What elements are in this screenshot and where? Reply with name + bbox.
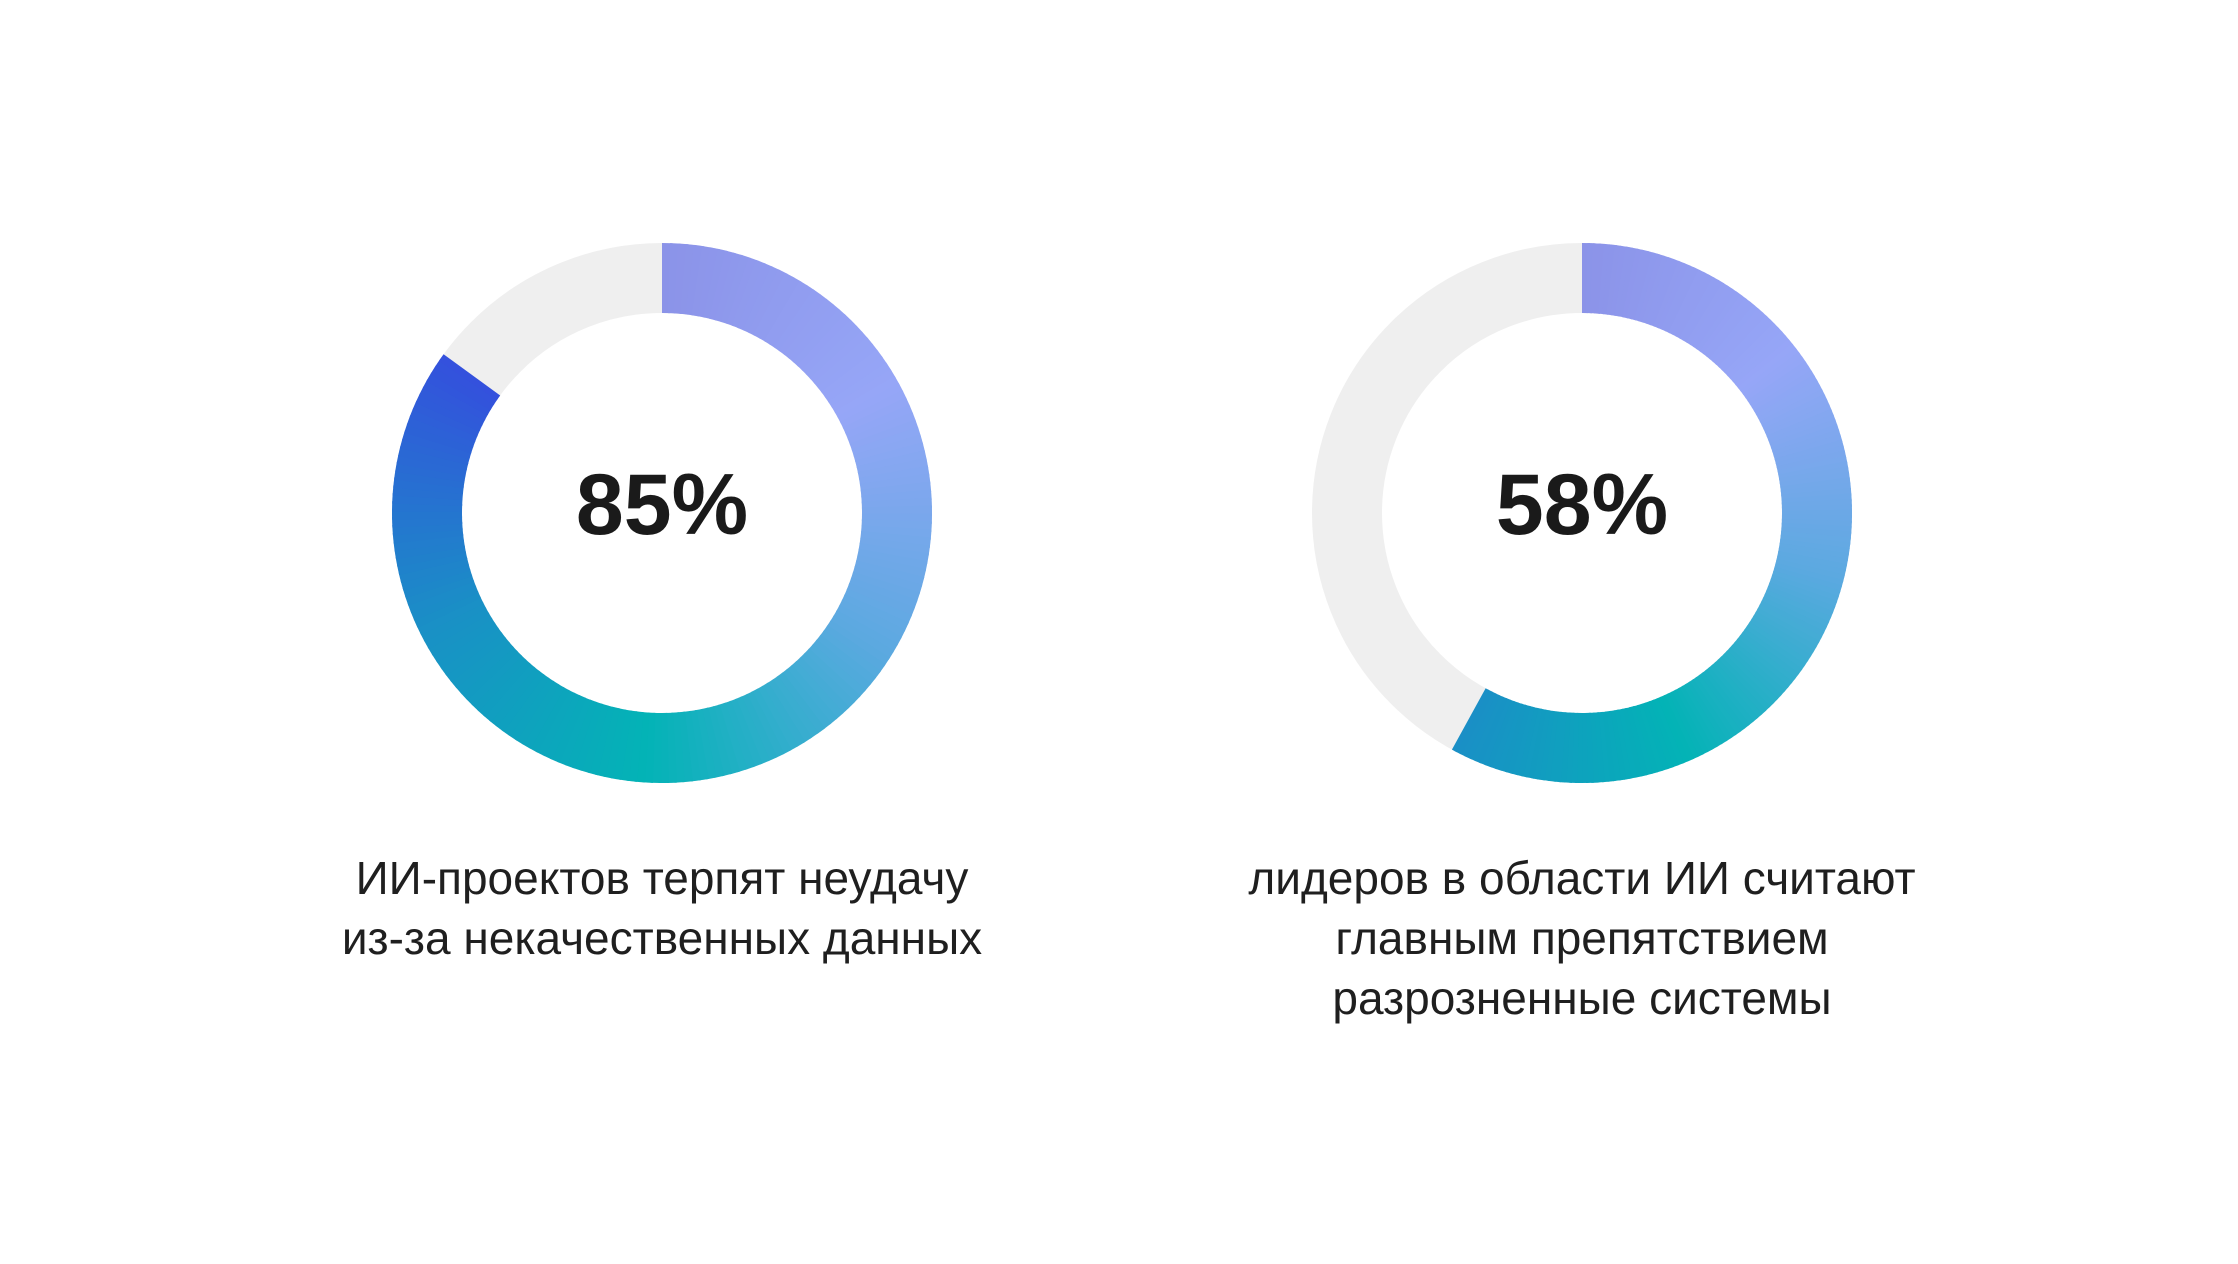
caption-line: ИИ-проектов терпят неудачу [355,852,969,904]
caption-line: главным препятствием [1335,912,1829,964]
caption-line: лидеров в области ИИ считают [1248,852,1916,904]
donut-value-label: 85% [575,457,749,553]
donut-caption: лидеров в области ИИ считают главным пре… [1132,848,2032,1028]
donut-value-label: 58% [1495,457,1669,553]
caption-line: разрозненные системы [1332,972,1832,1024]
donut-value-arc [392,243,932,783]
donut-caption: ИИ-проектов терпят неудачу из-за некачес… [212,848,1112,968]
donut-panel-ai-leaders: 58% лидеров в области ИИ считают главным… [1132,0,2032,1264]
donut-panel-ai-projects: 85% ИИ-проектов терпят неудачу из-за нек… [212,0,1112,1264]
donut-value-arc [1451,243,1852,784]
donut-chart [1312,243,1852,784]
donut-chart [392,243,932,783]
caption-line: из-за некачественных данных [341,912,983,964]
